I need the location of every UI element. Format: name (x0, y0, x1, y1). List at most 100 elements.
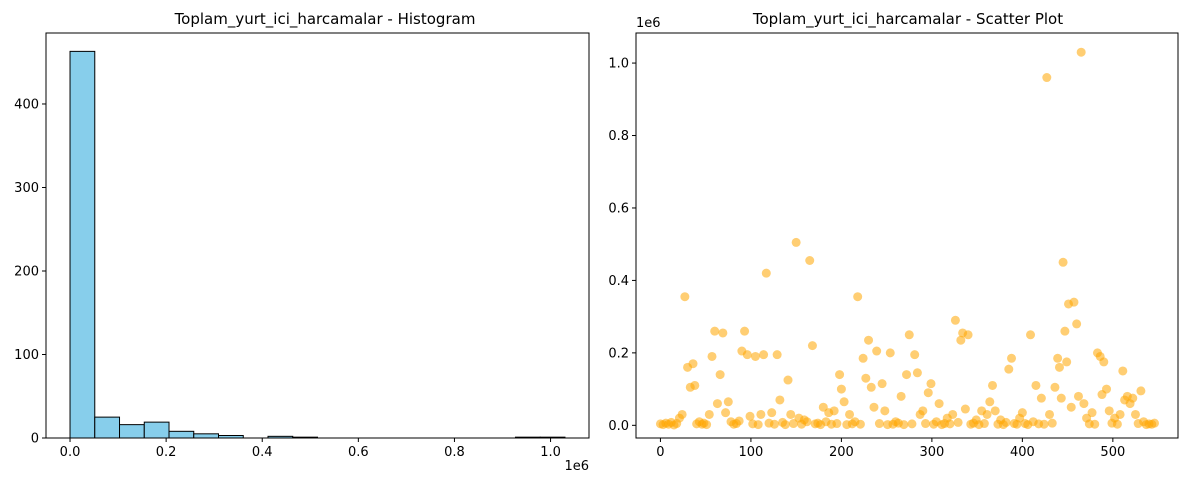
scatter-point (855, 419, 865, 429)
scatter-point (712, 399, 722, 409)
scatter-point (1026, 330, 1036, 340)
scatter-point (866, 382, 876, 392)
histogram-bars (69, 50, 566, 439)
histogram-x-tick-label: 0.0 (60, 445, 81, 460)
histogram-panel: Toplam_yurt_ici_harcamalar - Histogram 0… (14, 10, 590, 474)
scatter-point (723, 397, 733, 407)
scatter-point (1066, 402, 1076, 412)
scatter-point (1112, 419, 1122, 429)
histogram-y-ticks: 0 100 200 300 400 (14, 97, 46, 447)
histogram-bar (143, 421, 170, 439)
scatter-point (1017, 408, 1027, 418)
scatter-x-ticks: 0 100 200 300 400 500 (656, 438, 1125, 460)
scatter-point (1079, 399, 1089, 409)
scatter-point (690, 380, 700, 390)
scatter-point (1136, 386, 1146, 396)
scatter-point (710, 326, 720, 336)
scatter-point (680, 292, 690, 302)
scatter-point (899, 420, 909, 430)
scatter-point (956, 335, 966, 345)
scatter-point (677, 409, 687, 419)
scatter-point (948, 409, 958, 419)
scatter-point (829, 406, 839, 416)
scatter-point (707, 351, 717, 361)
histogram-x-tick-label: 1.0 (540, 445, 561, 460)
scatter-y-tick-label: 0.8 (608, 129, 629, 144)
scatter-point (918, 406, 928, 416)
scatter-point (896, 391, 906, 401)
scatter-point (1045, 409, 1055, 419)
histogram-y-tick-label: 400 (14, 97, 39, 112)
scatter-point (1054, 362, 1064, 372)
scatter-point (780, 420, 790, 430)
scatter-point (1076, 47, 1086, 57)
scatter-point (807, 341, 817, 351)
scatter-point (1090, 419, 1100, 429)
scatter-point (688, 359, 698, 369)
scatter-point (835, 370, 845, 380)
scatter-point (1087, 408, 1097, 418)
scatter-point (1099, 357, 1109, 367)
scatter-x-tick-label: 200 (829, 445, 854, 460)
scatter-point (802, 417, 812, 427)
scatter-point (963, 330, 973, 340)
histogram-x-tick-label: 0.6 (348, 445, 369, 460)
scatter-point (791, 237, 801, 247)
scatter-point (742, 350, 752, 360)
scatter-y-tick-label: 0.2 (608, 346, 629, 361)
histogram-bar (193, 433, 220, 439)
scatter-point (769, 419, 779, 429)
scatter-point (783, 375, 793, 385)
scatter-point (767, 408, 777, 418)
scatter-axes-frame (635, 32, 1179, 439)
scatter-point (907, 419, 917, 429)
scatter-point (923, 388, 933, 398)
histogram-y-tick-label: 300 (14, 181, 39, 196)
scatter-point (1072, 319, 1082, 329)
scatter-point (934, 399, 944, 409)
scatter-point (715, 370, 725, 380)
scatter-point (910, 350, 920, 360)
histogram-x-ticks: 0.0 0.2 0.4 0.6 0.8 1.0 (60, 438, 561, 460)
scatter-point (960, 404, 970, 414)
scatter-y-tick-label: 0.4 (608, 274, 629, 289)
scatter-point (1130, 409, 1140, 419)
scatter-point (740, 326, 750, 336)
scatter-point (750, 351, 760, 361)
scatter-point (904, 330, 914, 340)
histogram-y-tick-label: 0 (31, 432, 39, 447)
histogram-x-offset-text: 1e6 (564, 459, 589, 474)
scatter-point (902, 370, 912, 380)
histogram-axes-frame (45, 32, 590, 439)
histogram-x-tick-label: 0.4 (252, 445, 273, 460)
scatter-point (772, 350, 782, 360)
scatter-point (1007, 353, 1017, 363)
scatter-point (756, 409, 766, 419)
histogram-y-tick-label: 100 (14, 348, 39, 363)
scatter-point (832, 419, 842, 429)
histogram-y-tick-label: 200 (14, 264, 39, 279)
histogram-bar (94, 416, 121, 439)
scatter-point (953, 417, 963, 427)
scatter-point (880, 406, 890, 416)
scatter-point (839, 397, 849, 407)
scatter-point (982, 409, 992, 419)
scatter-x-tick-label: 500 (1100, 445, 1125, 460)
scatter-point (721, 408, 731, 418)
scatter-point (805, 255, 815, 265)
scatter-point (1036, 393, 1046, 403)
scatter-point (761, 268, 771, 278)
scatter-point (702, 420, 712, 430)
scatter-point (874, 419, 884, 429)
scatter-point (988, 380, 998, 390)
scatter-point (1001, 417, 1011, 427)
scatter-point (945, 419, 955, 429)
scatter-points (655, 47, 1159, 430)
histogram-bar (168, 430, 195, 439)
scatter-point (745, 411, 755, 421)
scatter-point (979, 419, 989, 429)
scatter-point (985, 397, 995, 407)
scatter-point (1056, 393, 1066, 403)
